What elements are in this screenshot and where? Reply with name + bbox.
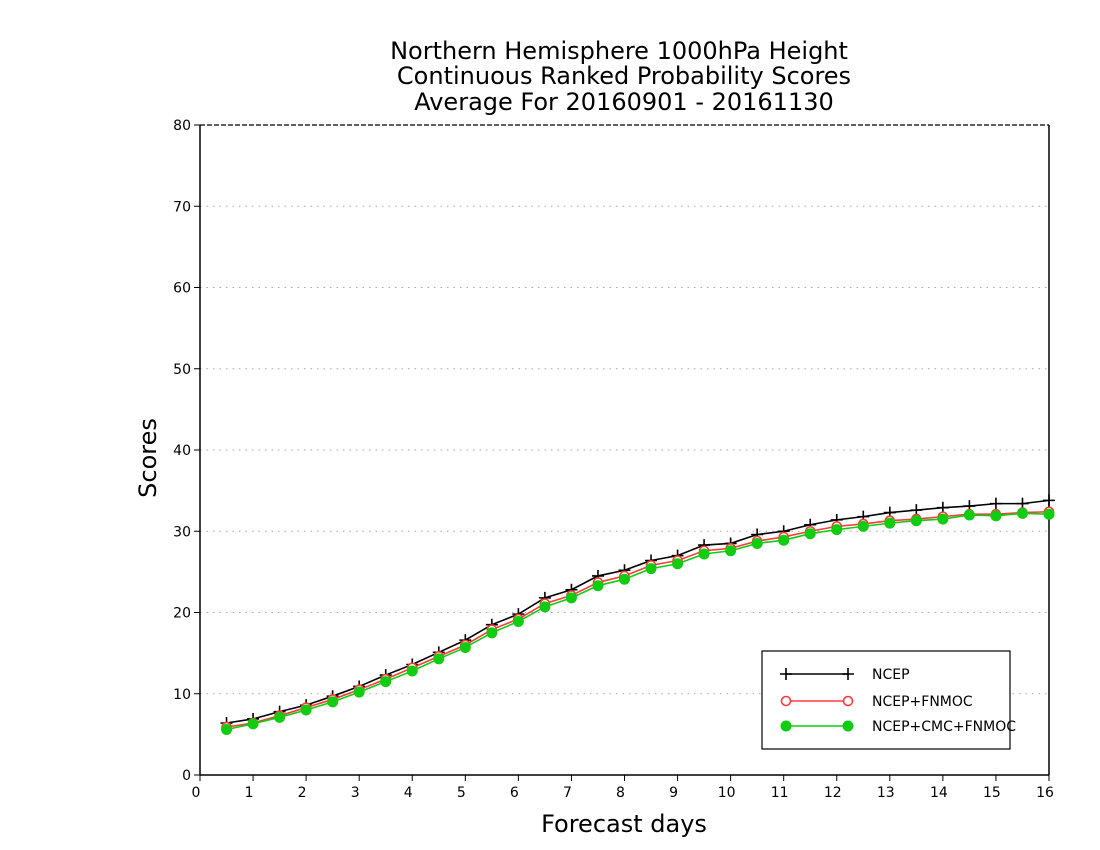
- data-point: [937, 513, 949, 525]
- data-point: [1043, 508, 1055, 520]
- data-point: [857, 520, 869, 532]
- x-tick-label: 13: [877, 785, 895, 801]
- chart-title: Northern Hemisphere 1000hPa Height Conti…: [390, 37, 851, 116]
- x-tick-label: 6: [510, 785, 519, 801]
- y-tick-label: 40: [173, 443, 191, 459]
- grid: [200, 205, 1049, 695]
- data-point: [725, 545, 737, 557]
- data-point: [486, 627, 498, 639]
- x-tick-label: 1: [245, 785, 254, 801]
- x-tick-label: 2: [298, 785, 307, 801]
- legend-marker: [780, 668, 792, 680]
- x-tick-label: 15: [983, 785, 1001, 801]
- chart-title-line-1: Northern Hemisphere 1000hPa Height: [390, 37, 848, 65]
- data-point: [619, 573, 630, 585]
- data-point: [380, 676, 392, 688]
- data-point: [645, 563, 657, 575]
- series-layer: [220, 494, 1055, 735]
- data-point: [963, 509, 975, 521]
- y-tick-label: 0: [182, 768, 191, 784]
- legend-entry: NCEP+CMC+FNMOC: [780, 719, 1016, 735]
- legend-entry: NCEP: [780, 667, 910, 683]
- x-axis: 0 1 2 3 4 5 6 7 8 9 10 11 12 13 14 15 16: [192, 775, 1054, 801]
- data-point: [804, 528, 816, 540]
- y-tick-label: 70: [173, 199, 191, 215]
- data-point: [539, 601, 551, 613]
- x-tick-label: 10: [718, 785, 736, 801]
- y-tick-label: 60: [173, 281, 191, 297]
- legend-entry: NCEP+FNMOC: [780, 694, 973, 710]
- x-tick-label: 14: [930, 785, 948, 801]
- legend-marker: [842, 695, 854, 707]
- series-ncep-cmc-fnmoc: [221, 507, 1055, 735]
- legend-label: NCEP+CMC+FNMOC: [872, 719, 1016, 735]
- x-tick-label: 12: [824, 785, 842, 801]
- x-tick-label: 5: [457, 785, 466, 801]
- legend-label: NCEP: [872, 667, 910, 683]
- data-point: [698, 548, 710, 560]
- legend: NCEP NCEP+FNMOC NCEP+CMC+FNMOC: [761, 650, 1016, 750]
- y-axis: 0 10 20 30 40 50 60 70 80: [173, 118, 200, 784]
- y-tick-label: 30: [173, 524, 191, 540]
- x-tick-label: 9: [669, 785, 678, 801]
- y-tick-label: 80: [173, 118, 191, 134]
- data-point: [247, 718, 259, 730]
- data-point: [433, 653, 445, 665]
- x-tick-label: 8: [616, 785, 625, 801]
- data-point: [221, 724, 233, 735]
- y-tick-label: 50: [173, 362, 191, 378]
- x-tick-label: 11: [771, 785, 789, 801]
- data-point: [1043, 494, 1055, 507]
- data-point: [353, 686, 365, 698]
- legend-marker: [780, 695, 792, 707]
- x-tick-label: 0: [192, 785, 201, 801]
- data-point: [989, 497, 1002, 510]
- x-axis-title: Forecast days: [541, 810, 707, 838]
- x-tick-label: 7: [563, 785, 572, 801]
- data-point: [751, 537, 763, 549]
- data-point: [592, 580, 604, 592]
- legend-marker: [780, 720, 792, 732]
- data-point: [274, 711, 286, 723]
- legend-marker: [842, 668, 854, 680]
- y-tick-label: 10: [173, 687, 191, 703]
- data-point: [778, 534, 790, 546]
- y-tick-label: 20: [173, 606, 191, 622]
- x-tick-label: 4: [404, 785, 413, 801]
- legend-label: NCEP+FNMOC: [872, 694, 973, 710]
- data-point: [300, 704, 312, 716]
- data-point: [406, 665, 418, 677]
- x-tick-label: 16: [1036, 785, 1054, 801]
- data-point: [990, 510, 1002, 522]
- chart-title-line-2: Continuous Ranked Probability Scores: [397, 62, 851, 90]
- data-point: [672, 558, 684, 570]
- data-point: [1016, 507, 1028, 519]
- data-point: [512, 615, 524, 627]
- data-point: [831, 524, 843, 536]
- data-point: [459, 641, 471, 653]
- legend-box: [761, 650, 1011, 750]
- legend-marker: [842, 720, 854, 732]
- x-tick-label: 3: [351, 785, 360, 801]
- data-point: [327, 696, 339, 708]
- chart-title-line-3: Average For 20160901 - 20161130: [414, 88, 834, 116]
- data-point: [884, 517, 896, 529]
- y-axis-title: Scores: [134, 418, 162, 498]
- data-point: [565, 592, 577, 604]
- data-point: [910, 515, 922, 527]
